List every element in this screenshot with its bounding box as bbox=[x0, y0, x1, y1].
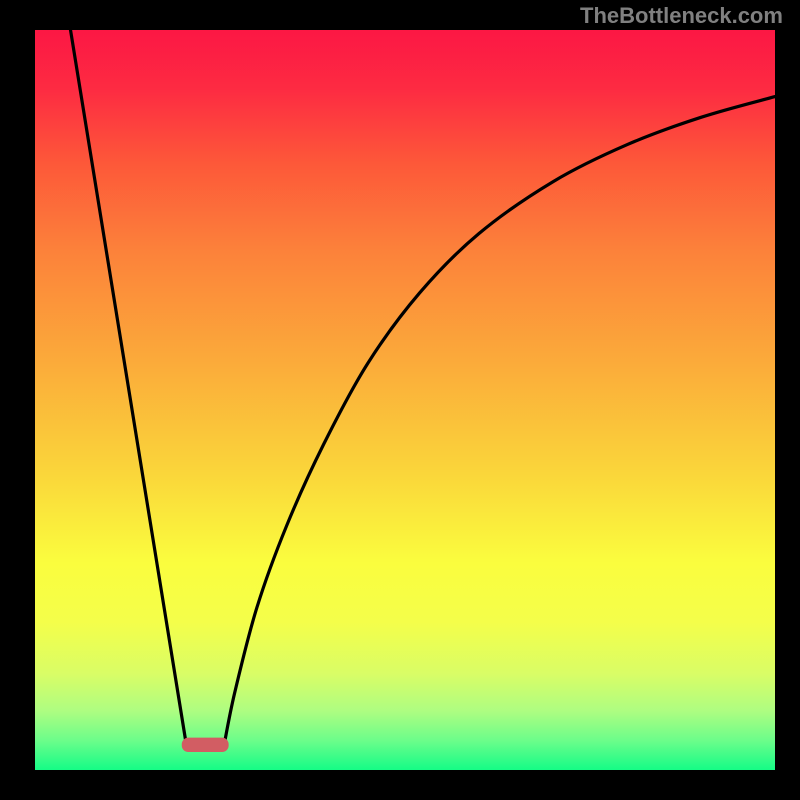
watermark-text: TheBottleneck.com bbox=[580, 3, 783, 29]
optimal-marker bbox=[182, 738, 228, 751]
plot-area bbox=[35, 30, 775, 770]
bottleneck-chart bbox=[0, 0, 800, 800]
